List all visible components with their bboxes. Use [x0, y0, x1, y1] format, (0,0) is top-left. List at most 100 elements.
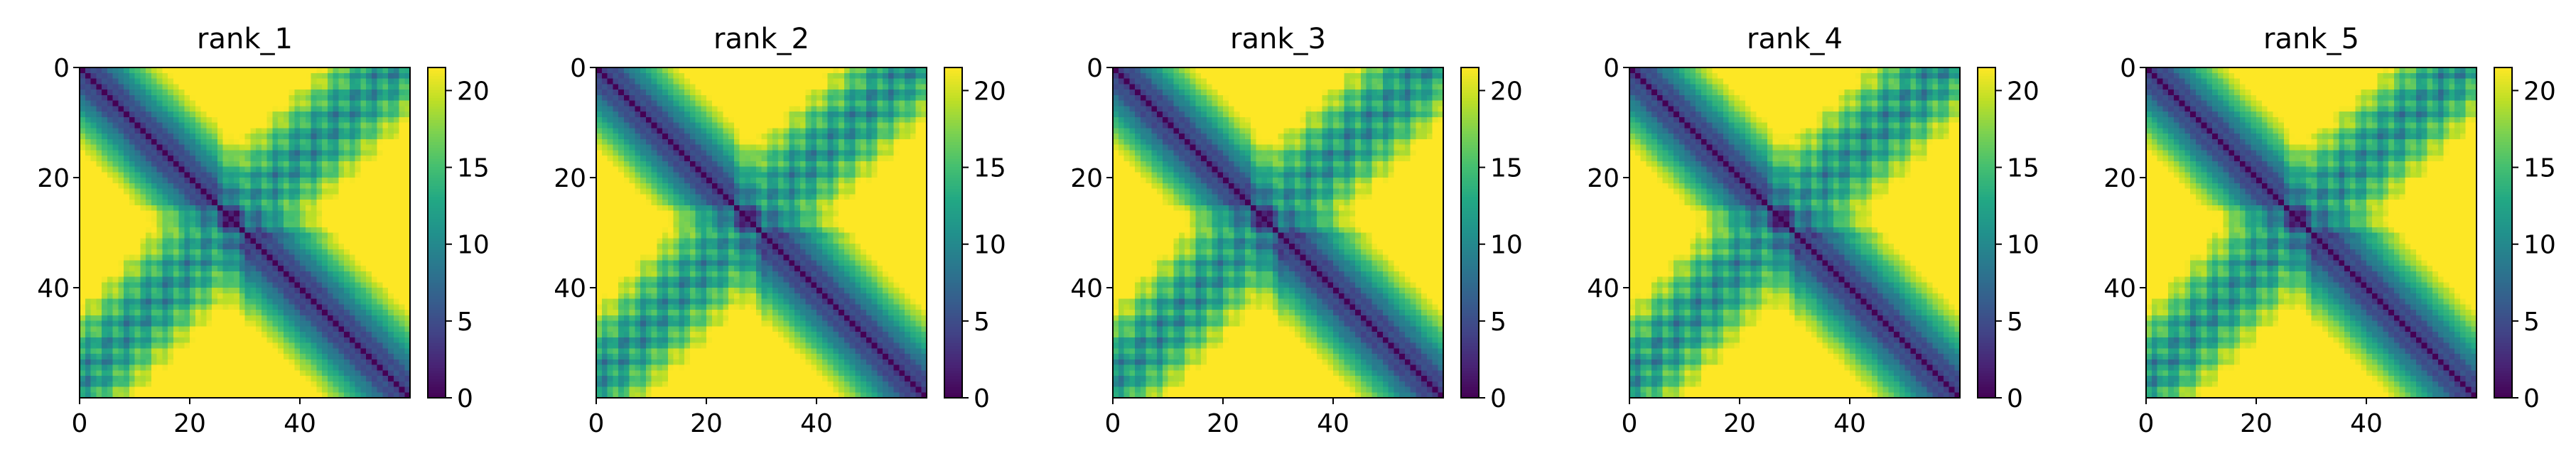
- heatmap-cell: [184, 337, 190, 343]
- heatmap-cell: [90, 326, 97, 332]
- heatmap-cell: [794, 172, 801, 178]
- heatmap-cell: [206, 254, 212, 261]
- heatmap-cell: [371, 386, 377, 393]
- heatmap-cell: [244, 122, 251, 129]
- heatmap-cell: [377, 94, 383, 101]
- heatmap-cell: [915, 72, 922, 79]
- heatmap-cell: [162, 161, 168, 167]
- heatmap-cell: [272, 288, 279, 294]
- heatmap-cell: [910, 78, 916, 85]
- heatmap-cell: [739, 90, 745, 96]
- heatmap-cell: [228, 216, 235, 222]
- heatmap-cell: [107, 216, 113, 222]
- heatmap-cell: [745, 172, 751, 178]
- heatmap-cell: [112, 144, 119, 151]
- heatmap-cell: [173, 222, 179, 228]
- heatmap-cell: [839, 139, 845, 145]
- colorbar-step: [428, 307, 446, 310]
- heatmap-cell: [311, 288, 317, 294]
- heatmap-cell: [80, 172, 86, 178]
- heatmap-cell: [228, 249, 235, 255]
- colorbar-step: [428, 332, 446, 335]
- heatmap-cell: [910, 100, 916, 107]
- heatmap-cell: [118, 188, 124, 195]
- heatmap-cell: [755, 161, 762, 167]
- heatmap-cell: [107, 194, 113, 200]
- heatmap-cell: [349, 238, 355, 244]
- heatmap-cell: [112, 232, 119, 239]
- heatmap-cell: [899, 156, 905, 162]
- heatmap-cell: [156, 276, 163, 283]
- heatmap-cell: [607, 139, 613, 145]
- heatmap-cell: [805, 156, 812, 162]
- heatmap-cell: [772, 112, 779, 118]
- heatmap-cell: [90, 178, 97, 184]
- heatmap-cell: [239, 348, 245, 354]
- heatmap-cell: [112, 276, 119, 283]
- heatmap-cell: [244, 106, 251, 112]
- heatmap-cell: [85, 359, 91, 365]
- heatmap-cell: [333, 348, 339, 354]
- heatmap-cell: [278, 315, 284, 321]
- heatmap-cell: [333, 354, 339, 360]
- heatmap-cell: [222, 244, 229, 250]
- heatmap-cell: [338, 227, 345, 233]
- heatmap-cell: [283, 72, 289, 79]
- heatmap-cell: [717, 67, 723, 74]
- heatmap-cell: [256, 139, 262, 145]
- heatmap-cell: [195, 67, 201, 74]
- heatmap-cell: [344, 310, 350, 316]
- heatmap-cell: [85, 244, 91, 250]
- heatmap-cell: [190, 332, 196, 338]
- heatmap-cell: [388, 288, 394, 294]
- heatmap-cell: [80, 106, 86, 112]
- heatmap-cell: [261, 84, 267, 90]
- heatmap-cell: [711, 72, 718, 79]
- heatmap-cell: [344, 106, 350, 112]
- heatmap-cell: [855, 156, 861, 162]
- heatmap-cell: [294, 122, 301, 129]
- heatmap-cell: [156, 315, 163, 321]
- heatmap-cell: [817, 84, 823, 90]
- heatmap-cell: [607, 94, 613, 101]
- heatmap-cell: [689, 67, 696, 74]
- heatmap-cell: [80, 342, 86, 349]
- heatmap-cell: [272, 166, 279, 173]
- heatmap-cell: [723, 112, 729, 118]
- heatmap-cell: [173, 271, 179, 277]
- heatmap-cell: [124, 178, 130, 184]
- heatmap-cell: [200, 332, 207, 338]
- heatmap-cell: [244, 288, 251, 294]
- heatmap-cell: [355, 254, 361, 261]
- heatmap-cell: [168, 342, 174, 349]
- heatmap-cell: [300, 359, 306, 365]
- heatmap-cell: [278, 227, 284, 233]
- heatmap-cell: [355, 386, 361, 393]
- heatmap-cell: [206, 260, 212, 266]
- heatmap-cell: [200, 254, 207, 261]
- heatmap-cell: [300, 254, 306, 261]
- heatmap-cell: [684, 112, 691, 118]
- heatmap-cell: [283, 100, 289, 107]
- heatmap-cell: [607, 122, 613, 129]
- heatmap-cell: [344, 227, 350, 233]
- heatmap-cell: [272, 94, 279, 101]
- heatmap-cell: [151, 134, 157, 140]
- heatmap-cell: [849, 161, 856, 167]
- heatmap-cell: [85, 94, 91, 101]
- heatmap-cell: [316, 298, 323, 305]
- heatmap-cell: [322, 282, 328, 288]
- heatmap-cell: [80, 326, 86, 332]
- heatmap-cell: [102, 282, 108, 288]
- heatmap-cell: [162, 381, 168, 387]
- heatmap-cell: [789, 128, 795, 134]
- heatmap-cell: [239, 172, 245, 178]
- heatmap-cell: [377, 266, 383, 272]
- heatmap-cell: [112, 128, 119, 134]
- heatmap-cell: [311, 359, 317, 365]
- heatmap-cell: [667, 72, 674, 79]
- heatmap-cell: [667, 128, 674, 134]
- heatmap-cell: [107, 172, 113, 178]
- heatmap-cell: [601, 72, 608, 79]
- heatmap-cell: [333, 134, 339, 140]
